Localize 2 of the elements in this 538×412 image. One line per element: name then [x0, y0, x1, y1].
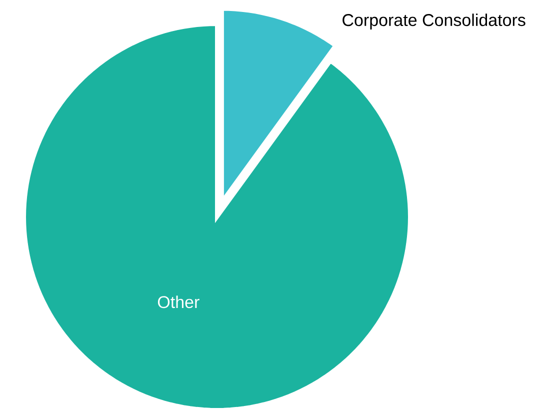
slice-label: Corporate Consolidators	[342, 14, 526, 30]
slice-label: Other	[158, 296, 200, 308]
